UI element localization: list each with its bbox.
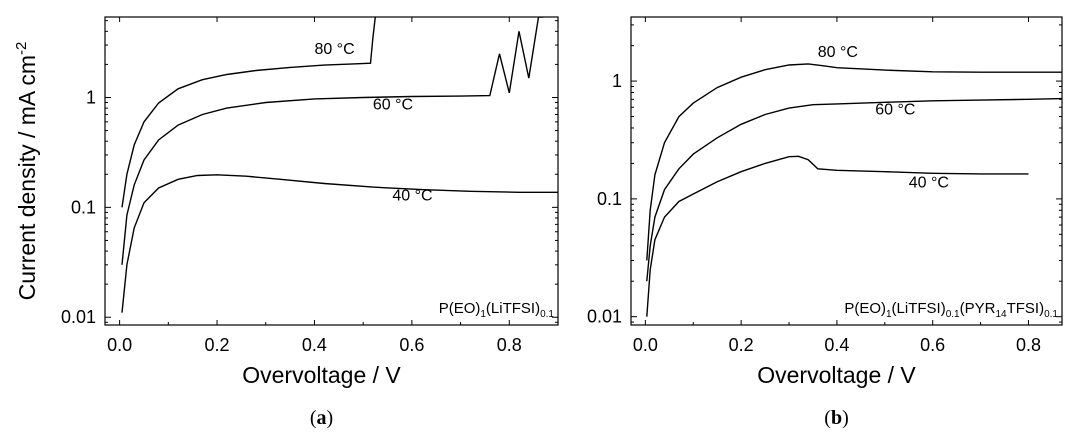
x-tick-label: 0.6 xyxy=(920,335,945,355)
x-axis-title: Overvoltage / V xyxy=(242,362,401,388)
series-label: 40 °C xyxy=(392,188,432,205)
x-tick-label: 0.2 xyxy=(205,335,230,355)
series-line xyxy=(121,17,544,265)
series-group xyxy=(121,17,558,313)
panel-label: (a) xyxy=(310,407,333,429)
x-tick-label: 0.8 xyxy=(497,335,522,355)
composition-annotation: P(EO)1(LiTFSI)0.1(PYR14TFSI)0.1 xyxy=(844,300,1058,320)
plot-frame xyxy=(104,16,559,326)
x-tick-label: 0.4 xyxy=(824,335,849,355)
y-tick-label: 0.1 xyxy=(71,197,96,217)
y-tick-label: 1 xyxy=(612,71,622,91)
series-label: 40 °C xyxy=(909,174,949,191)
series-line xyxy=(646,63,1062,261)
x-tick-label: 0.0 xyxy=(107,335,132,355)
x-tick-label: 0.0 xyxy=(633,335,658,355)
series-line xyxy=(121,17,376,208)
x-tick-label: 0.4 xyxy=(302,335,327,355)
y-tick-label: 1 xyxy=(86,87,96,107)
panel-label: (b) xyxy=(824,407,848,429)
x-axis-title: Overvoltage / V xyxy=(757,362,916,388)
series-label: 80 °C xyxy=(818,44,858,61)
series-line xyxy=(646,97,1062,282)
chart-panel-a: 0.0 0.2 0.4 0.6 0.8 0.01 0.1 1 80 °C 60 °C 40 °C P(… xyxy=(13,16,559,429)
x-tick-label: 0.8 xyxy=(1016,335,1041,355)
y-tick-label: 0.1 xyxy=(597,189,622,209)
series-group xyxy=(646,63,1062,317)
series-label: 80 °C xyxy=(314,41,354,58)
series-line xyxy=(121,174,558,313)
chart-panel-b: 0.0 0.2 0.4 0.6 0.8 0.01 0.1 1 80 °C 60 °C 40 °C P(… xyxy=(587,16,1063,429)
plot-frame xyxy=(630,16,1063,326)
y-axis-title: Current density / mA cm-2 xyxy=(13,42,40,301)
x-tick-label: 0.2 xyxy=(729,335,754,355)
series-label: 60 °C xyxy=(373,96,413,113)
y-tick-label: 0.01 xyxy=(61,307,96,327)
x-tick-label: 0.6 xyxy=(399,335,424,355)
series-line xyxy=(646,155,1029,317)
y-tick-label: 0.01 xyxy=(587,307,622,327)
composition-annotation: P(EO)1(LiTFSI)0.1 xyxy=(439,300,555,320)
series-label: 60 °C xyxy=(875,102,915,119)
